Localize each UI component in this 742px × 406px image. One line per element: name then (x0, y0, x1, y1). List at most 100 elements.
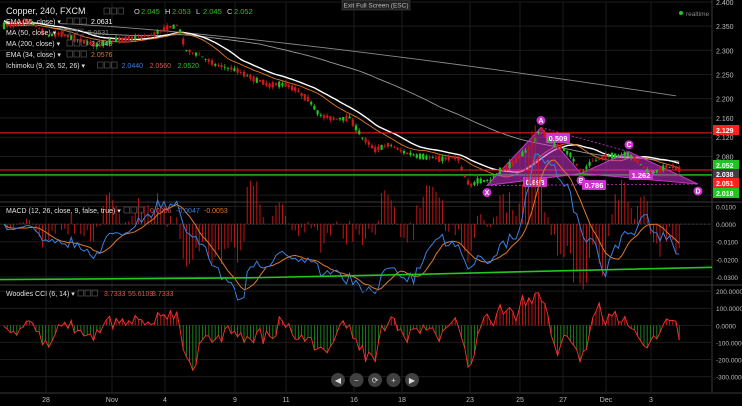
time-tick-label: 4 (163, 397, 167, 404)
cci-tick-label: 100.0000 (716, 306, 742, 313)
candle-body (607, 155, 610, 157)
candle-body (66, 34, 70, 38)
candle-body (460, 166, 463, 171)
nav-button[interactable] (331, 373, 345, 387)
legend-control-icon (77, 289, 84, 297)
nav-button[interactable] (405, 373, 419, 387)
candle-body (511, 160, 514, 167)
nav-button[interactable] (349, 373, 364, 387)
candle-body (578, 169, 582, 171)
time-tick-label: 27 (559, 397, 567, 404)
candle-body (140, 35, 143, 39)
nav-button[interactable] (368, 373, 382, 387)
candle-body (18, 20, 22, 26)
candle-body (351, 119, 354, 126)
candle-body (306, 96, 310, 102)
candle-body (642, 166, 646, 168)
candle-body (31, 23, 34, 25)
price-badge-text: 2.051 (716, 181, 734, 188)
candle-body (166, 25, 169, 32)
macd-legend-v3: -0.0053 (204, 208, 228, 215)
legend-control-icon (130, 206, 137, 214)
candle-body (268, 83, 271, 88)
candle-body (12, 22, 15, 27)
candle-body (527, 147, 530, 150)
legend-control-icon (123, 206, 130, 214)
candle-body (146, 36, 150, 38)
candle-body (114, 37, 118, 43)
candle-body (364, 138, 367, 143)
price-badge-text: 2.052 (716, 163, 734, 170)
indicator-value-2: 2.0560 (150, 63, 172, 70)
ohlc-label: C (227, 7, 233, 16)
candle-body (418, 153, 422, 159)
candle-body (572, 158, 575, 162)
candle-body (6, 24, 9, 27)
candle-body (591, 160, 594, 162)
candle-body (655, 169, 658, 173)
candle-body (502, 168, 505, 171)
candle-body (204, 59, 207, 60)
time-tick-label: 23 (466, 397, 474, 404)
price-badge-text: 2.018 (716, 191, 734, 198)
legend-symbol: Copper, 240, FXCM (6, 6, 86, 16)
cci-legend-v1: 3.7333 (104, 291, 126, 298)
candle-body (444, 157, 447, 160)
candle-body (252, 76, 255, 82)
candle-body (297, 90, 300, 93)
nav-button-glyph: ▶ (409, 376, 416, 385)
candle-body (617, 155, 620, 157)
candle-body (169, 25, 172, 28)
cci-tick-label: -300.0000 (716, 375, 742, 382)
cci-tick-label: 200.0000 (716, 289, 742, 296)
candle-body (354, 125, 358, 131)
candle-body (614, 153, 617, 159)
candle-body (217, 65, 220, 67)
price-badges: 2.129 2.052 2.038 2.051 2.018 (713, 125, 739, 198)
candle-body (194, 52, 198, 56)
candle-body (662, 165, 665, 171)
candle-body (162, 27, 166, 31)
legend-control-icon (117, 7, 124, 15)
ohlc-label: O (134, 7, 140, 16)
candle-body (358, 130, 361, 135)
candle-body (92, 41, 95, 47)
price-tick-label: 2.400 (716, 0, 734, 7)
candle-body (2, 22, 6, 30)
candle-body (345, 115, 348, 122)
legend-control-icon (77, 28, 84, 36)
candle-body (322, 115, 326, 118)
legend-control-icon (137, 206, 144, 214)
legend-control-icon (111, 61, 118, 69)
candle-body (585, 166, 588, 169)
time-tick-label: 11 (282, 397, 289, 404)
candle-body (300, 92, 303, 97)
candle-body (159, 29, 162, 32)
candle-body (57, 32, 60, 35)
pattern-point-marker (536, 116, 546, 126)
candle-body (188, 49, 191, 53)
candle-body (393, 147, 396, 148)
price-tick-label: 2.350 (716, 24, 734, 31)
candle-body (230, 67, 233, 70)
overlay-ui: Exit Full Screen (ESC) realtime ◀ − ⟳ + ▶ (331, 0, 710, 387)
ma200-slow-line (59, 23, 677, 97)
candle-body (127, 36, 130, 41)
indicator-value-1: 2.0631 (88, 30, 110, 37)
candle-body (406, 152, 409, 155)
realtime-dot (679, 11, 683, 15)
candle-body (425, 155, 428, 160)
nav-button[interactable] (386, 373, 401, 387)
candle-body (361, 137, 364, 139)
candle-body (588, 161, 591, 166)
ohlc-label: L (196, 7, 200, 16)
legend-control-icon (66, 17, 73, 25)
time-tick-label: 28 (42, 397, 50, 404)
candle-body (108, 38, 111, 45)
candle-body (47, 35, 50, 37)
candle-body (303, 94, 306, 101)
ratio-label: 0.786 (585, 181, 604, 190)
candle-body (582, 171, 585, 173)
exit-fullscreen-button[interactable] (341, 0, 411, 11)
